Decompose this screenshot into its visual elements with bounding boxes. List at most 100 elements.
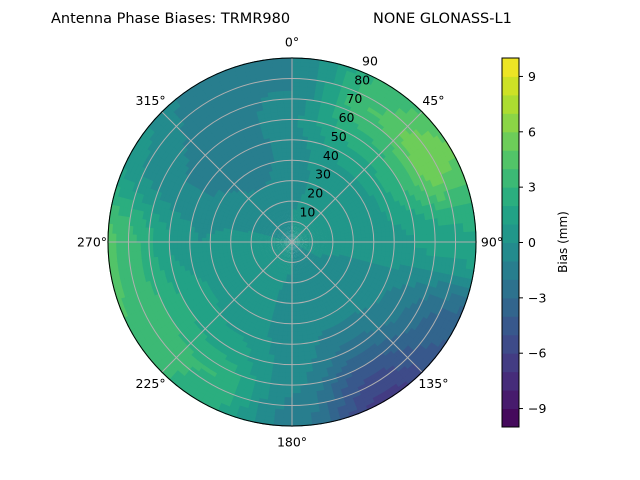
contour-cell bbox=[311, 232, 316, 236]
contour-cell bbox=[344, 232, 350, 237]
contour-cell bbox=[328, 61, 341, 69]
contour-cell bbox=[384, 226, 391, 233]
contour-cell bbox=[425, 188, 433, 199]
contour-cell bbox=[296, 240, 301, 242]
contour-cell bbox=[297, 226, 301, 232]
contour-cell bbox=[302, 234, 308, 238]
contour-cell bbox=[304, 222, 309, 227]
contour-cell bbox=[307, 219, 312, 224]
contour-cell bbox=[300, 210, 305, 216]
contour-cell bbox=[328, 99, 339, 107]
contour-cell bbox=[453, 196, 461, 209]
contour-cell bbox=[336, 67, 349, 76]
contour-cell bbox=[304, 198, 309, 204]
contour-cell bbox=[291, 180, 296, 185]
contour-cell bbox=[306, 208, 311, 214]
contour-cell bbox=[437, 174, 446, 186]
contour-cell bbox=[376, 227, 383, 234]
contour-cell bbox=[361, 233, 367, 239]
contour-cell bbox=[394, 235, 399, 243]
contour-cell bbox=[413, 192, 422, 203]
contour-cell bbox=[427, 195, 435, 206]
contour-cell bbox=[324, 237, 330, 241]
contour-cell bbox=[335, 71, 348, 79]
contour-cell bbox=[340, 238, 346, 243]
contour-cell bbox=[298, 233, 303, 238]
contour-cell bbox=[300, 151, 307, 158]
contour-cell bbox=[429, 177, 438, 189]
contour-cell bbox=[320, 223, 326, 228]
contour-cell bbox=[294, 234, 298, 239]
contour-cell bbox=[302, 135, 310, 142]
contour-cell bbox=[291, 81, 302, 87]
contour-cell bbox=[299, 209, 303, 215]
contour-cell bbox=[295, 171, 300, 177]
contour-cell bbox=[294, 234, 297, 239]
contour-cell bbox=[446, 224, 452, 235]
contour-cell bbox=[340, 236, 346, 240]
contour-cell bbox=[291, 73, 302, 79]
contour-cell bbox=[352, 231, 358, 236]
contour-cell bbox=[320, 238, 326, 241]
contour-cell bbox=[345, 70, 358, 79]
contour-cell bbox=[423, 196, 432, 207]
contour-cell bbox=[363, 225, 370, 231]
contour-cell bbox=[291, 167, 297, 173]
contour-cell bbox=[354, 73, 367, 82]
contour-cell bbox=[353, 238, 359, 243]
contour-cell bbox=[299, 236, 304, 239]
contour-cell bbox=[291, 126, 299, 132]
contour-cell bbox=[314, 220, 320, 226]
contour-cell bbox=[385, 236, 391, 243]
contour-cell bbox=[400, 223, 407, 232]
contour-cell bbox=[404, 222, 411, 231]
contour-cell bbox=[452, 167, 461, 180]
contour-cell bbox=[296, 143, 303, 149]
contour-cell bbox=[462, 222, 469, 234]
contour-cell bbox=[441, 172, 450, 185]
contour-cell bbox=[303, 123, 312, 130]
contour-cell bbox=[447, 232, 453, 243]
contour-cell bbox=[434, 225, 440, 236]
contour-cell bbox=[301, 231, 307, 236]
contour-cell bbox=[292, 229, 295, 234]
contour-cell bbox=[447, 189, 455, 201]
contour-cell bbox=[311, 224, 317, 229]
contour-cell bbox=[429, 186, 437, 198]
contour-cell bbox=[301, 215, 306, 221]
contour-cell bbox=[306, 213, 311, 219]
contour-cell bbox=[379, 221, 386, 229]
contour-cell bbox=[294, 229, 297, 235]
contour-cell bbox=[413, 228, 420, 237]
contour-cell bbox=[299, 86, 310, 92]
chart-title-left: Antenna Phase Biases: TRMR980 bbox=[51, 11, 290, 27]
contour-cell bbox=[397, 229, 403, 237]
contour-cell bbox=[293, 234, 297, 239]
contour-cell bbox=[410, 194, 418, 204]
contour-cell bbox=[405, 228, 412, 237]
contour-cell bbox=[451, 187, 459, 200]
contour-cell bbox=[291, 106, 300, 112]
contour-cell bbox=[315, 222, 321, 227]
contour-cell bbox=[369, 237, 375, 243]
contour-cell bbox=[321, 226, 327, 231]
contour-cell bbox=[377, 232, 383, 238]
contour-cell bbox=[304, 216, 309, 222]
contour-cell bbox=[422, 227, 428, 236]
contour-cell bbox=[291, 114, 300, 120]
contour-cell bbox=[299, 239, 305, 241]
contour-cell bbox=[316, 238, 322, 241]
contour-cell bbox=[435, 193, 443, 204]
contour-cell bbox=[417, 227, 424, 237]
contour-cell bbox=[295, 239, 301, 241]
contour-cell bbox=[297, 110, 307, 117]
contour-cell bbox=[365, 233, 371, 239]
contour-cell bbox=[337, 63, 350, 72]
contour-cell bbox=[309, 229, 315, 233]
contour-cell bbox=[291, 61, 303, 67]
contour-cell bbox=[299, 237, 305, 240]
contour-cell bbox=[295, 213, 299, 219]
contour-cell bbox=[355, 227, 362, 233]
contour-cell bbox=[426, 233, 432, 243]
